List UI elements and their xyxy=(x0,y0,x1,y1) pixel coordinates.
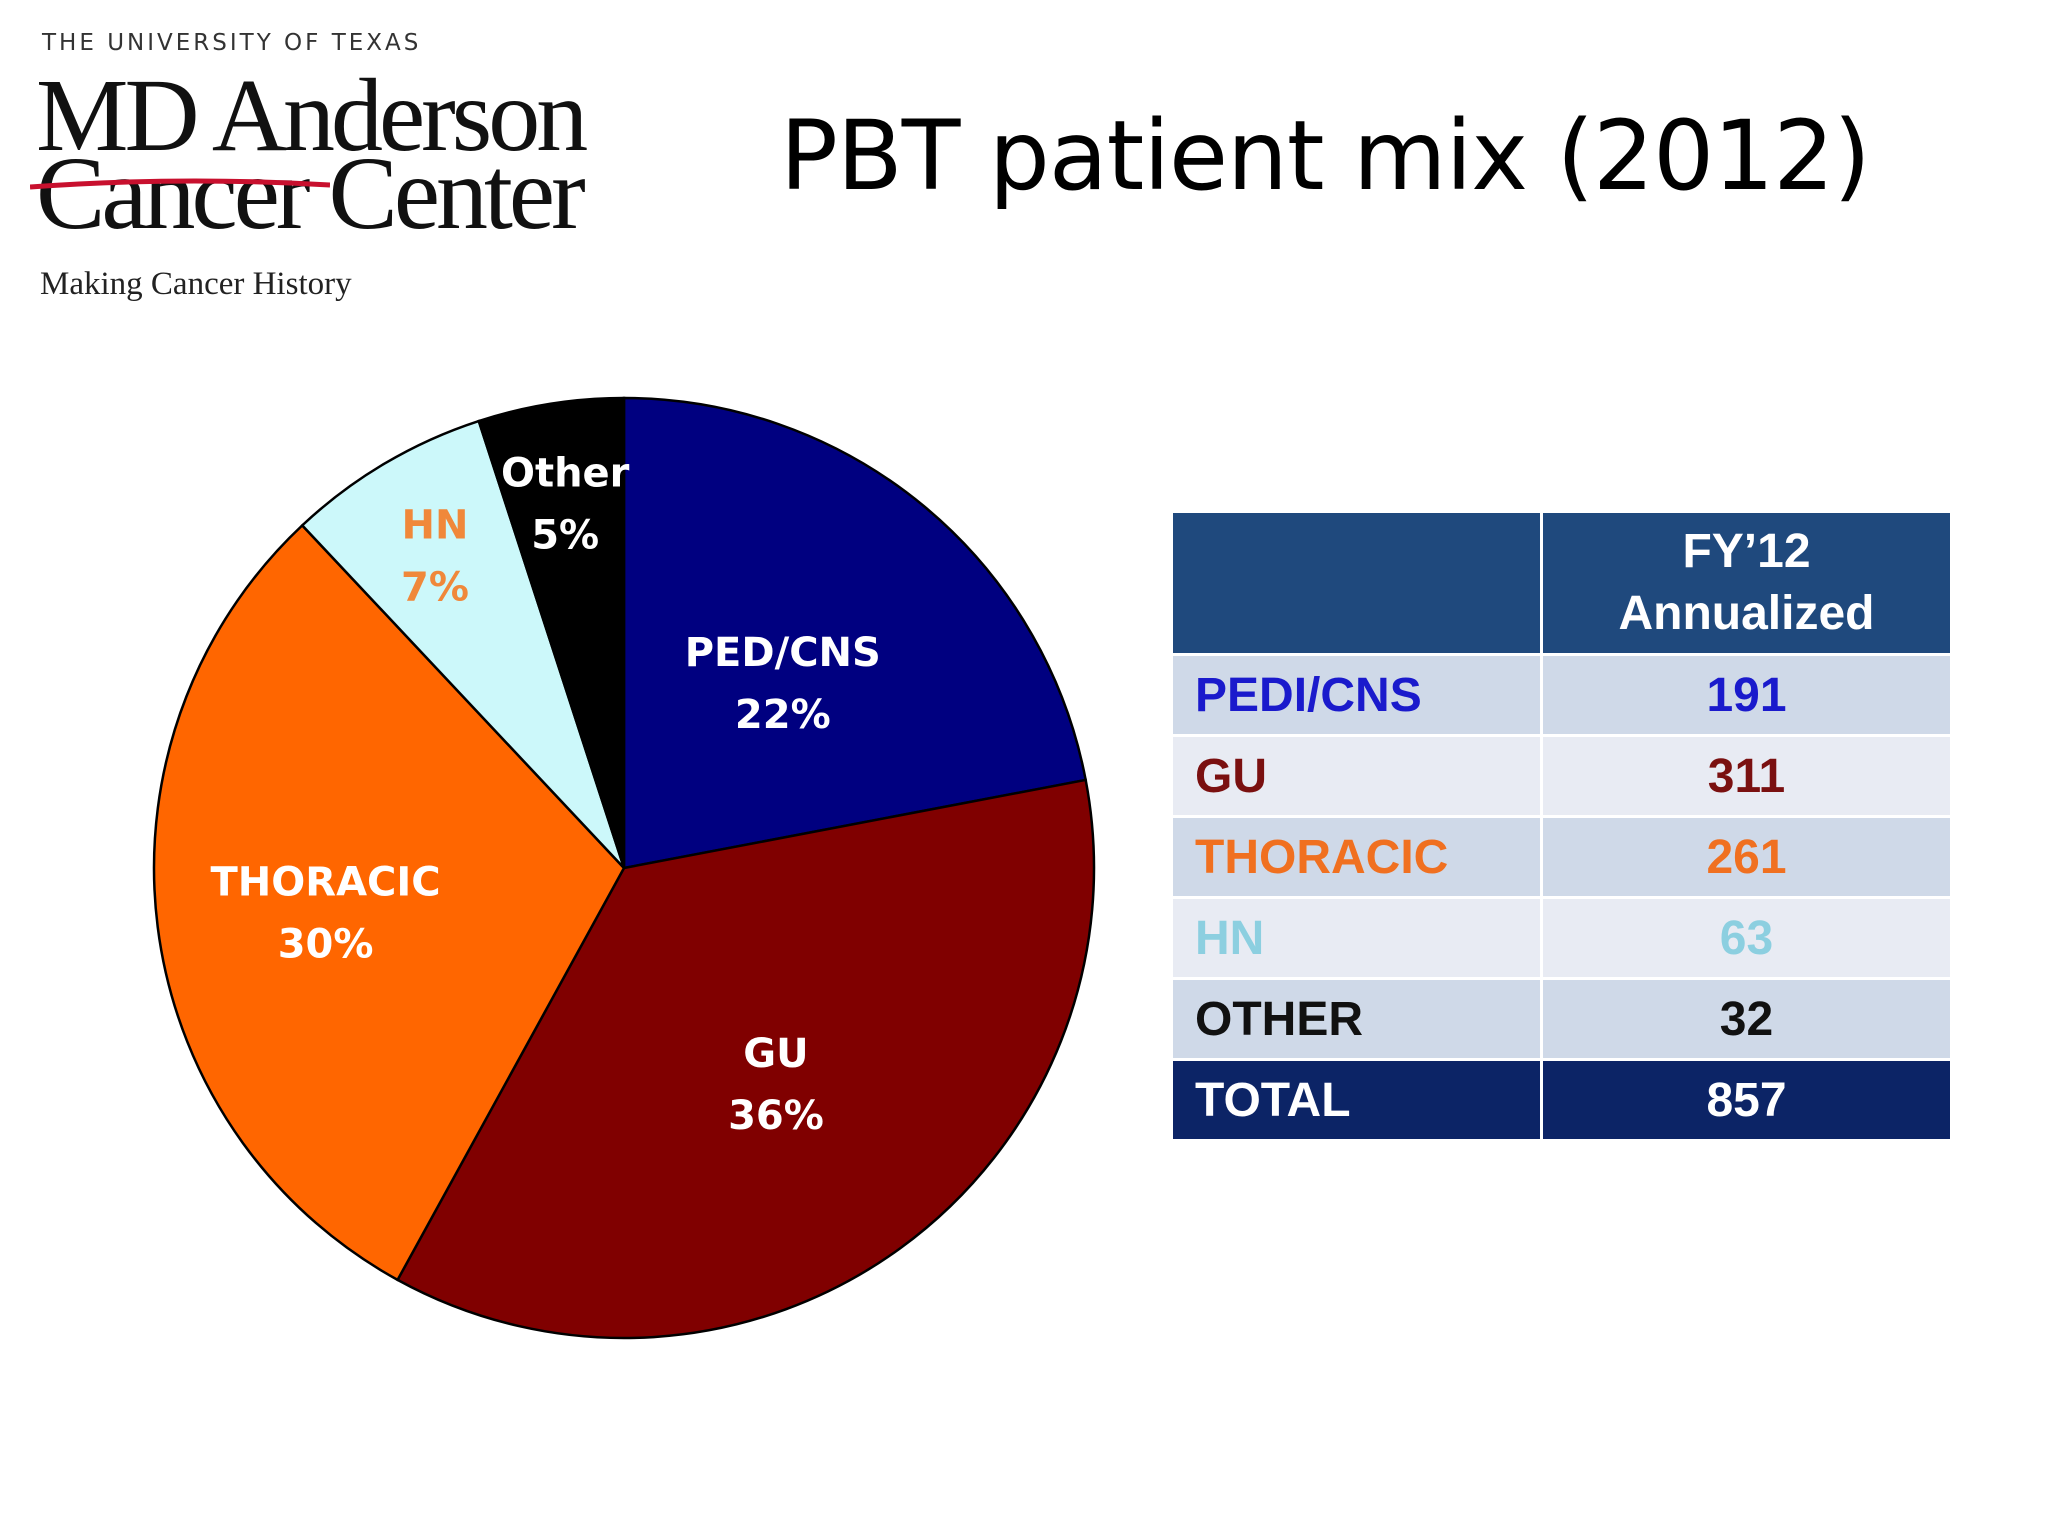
row-label: HN xyxy=(1170,896,1543,980)
page-title: PBT patient mix (2012) xyxy=(780,100,1871,212)
pie-label-percent: 5% xyxy=(531,513,599,559)
logo-tagline: Making Cancer History xyxy=(40,266,352,302)
table-row: PEDI/CNS 191 xyxy=(1170,653,1953,737)
pie-label-percent: 7% xyxy=(401,564,469,610)
pie-label-percent: 22% xyxy=(735,692,831,738)
logo-line-2: Cancer Center xyxy=(36,136,586,251)
pie-label-name: THORACIC xyxy=(211,860,441,906)
logo-university-text: THE UNIVERSITY OF TEXAS xyxy=(42,30,422,56)
table-row: GU 311 xyxy=(1170,734,1953,818)
pie-slice-ped-cns xyxy=(622,396,1088,870)
table-header-row: FY’12 Annualized xyxy=(1170,510,1953,656)
row-label: OTHER xyxy=(1170,977,1543,1061)
table-header-line2: Annualized xyxy=(1618,587,1875,640)
total-label: TOTAL xyxy=(1170,1058,1543,1142)
pie-label-percent: 36% xyxy=(728,1093,824,1139)
pie-label-percent: 30% xyxy=(278,922,374,968)
table-total-row: TOTAL 857 xyxy=(1170,1058,1953,1142)
pie-slice-hn xyxy=(300,419,626,869)
row-label: GU xyxy=(1170,734,1543,818)
table-header-fy12: FY’12 Annualized xyxy=(1540,510,1953,656)
pie-slice-other xyxy=(477,396,626,869)
pie-slice-thoracic xyxy=(152,523,626,1282)
table-header-line1: FY’12 xyxy=(1682,524,1811,578)
table-row: OTHER 32 xyxy=(1170,977,1953,1061)
table-row: HN 63 xyxy=(1170,896,1953,980)
logo-strike-swoosh xyxy=(30,178,330,190)
table-row: THORACIC 261 xyxy=(1170,815,1953,899)
pie-label-name: PED/CNS xyxy=(685,630,881,676)
institution-logo: THE UNIVERSITY OF TEXAS MD Anderson Canc… xyxy=(30,30,630,320)
logo-line-1: MD Anderson xyxy=(36,58,588,173)
row-value: 311 xyxy=(1540,734,1953,818)
patient-mix-table: FY’12 Annualized PEDI/CNS 191 GU 311 THORACI… xyxy=(1170,510,1953,1142)
row-value: 191 xyxy=(1540,653,1953,737)
table-header-empty xyxy=(1170,510,1543,656)
pie-slice-gu xyxy=(395,778,1096,1340)
row-label: THORACIC xyxy=(1170,815,1543,899)
row-label: PEDI/CNS xyxy=(1170,653,1543,737)
row-value: 261 xyxy=(1540,815,1953,899)
row-value: 32 xyxy=(1540,977,1953,1061)
pie-label-name: GU xyxy=(743,1031,808,1077)
total-value: 857 xyxy=(1540,1058,1953,1142)
row-value: 63 xyxy=(1540,896,1953,980)
pie-label-name: HN xyxy=(402,502,469,548)
pie-label-name: Other xyxy=(501,451,630,497)
